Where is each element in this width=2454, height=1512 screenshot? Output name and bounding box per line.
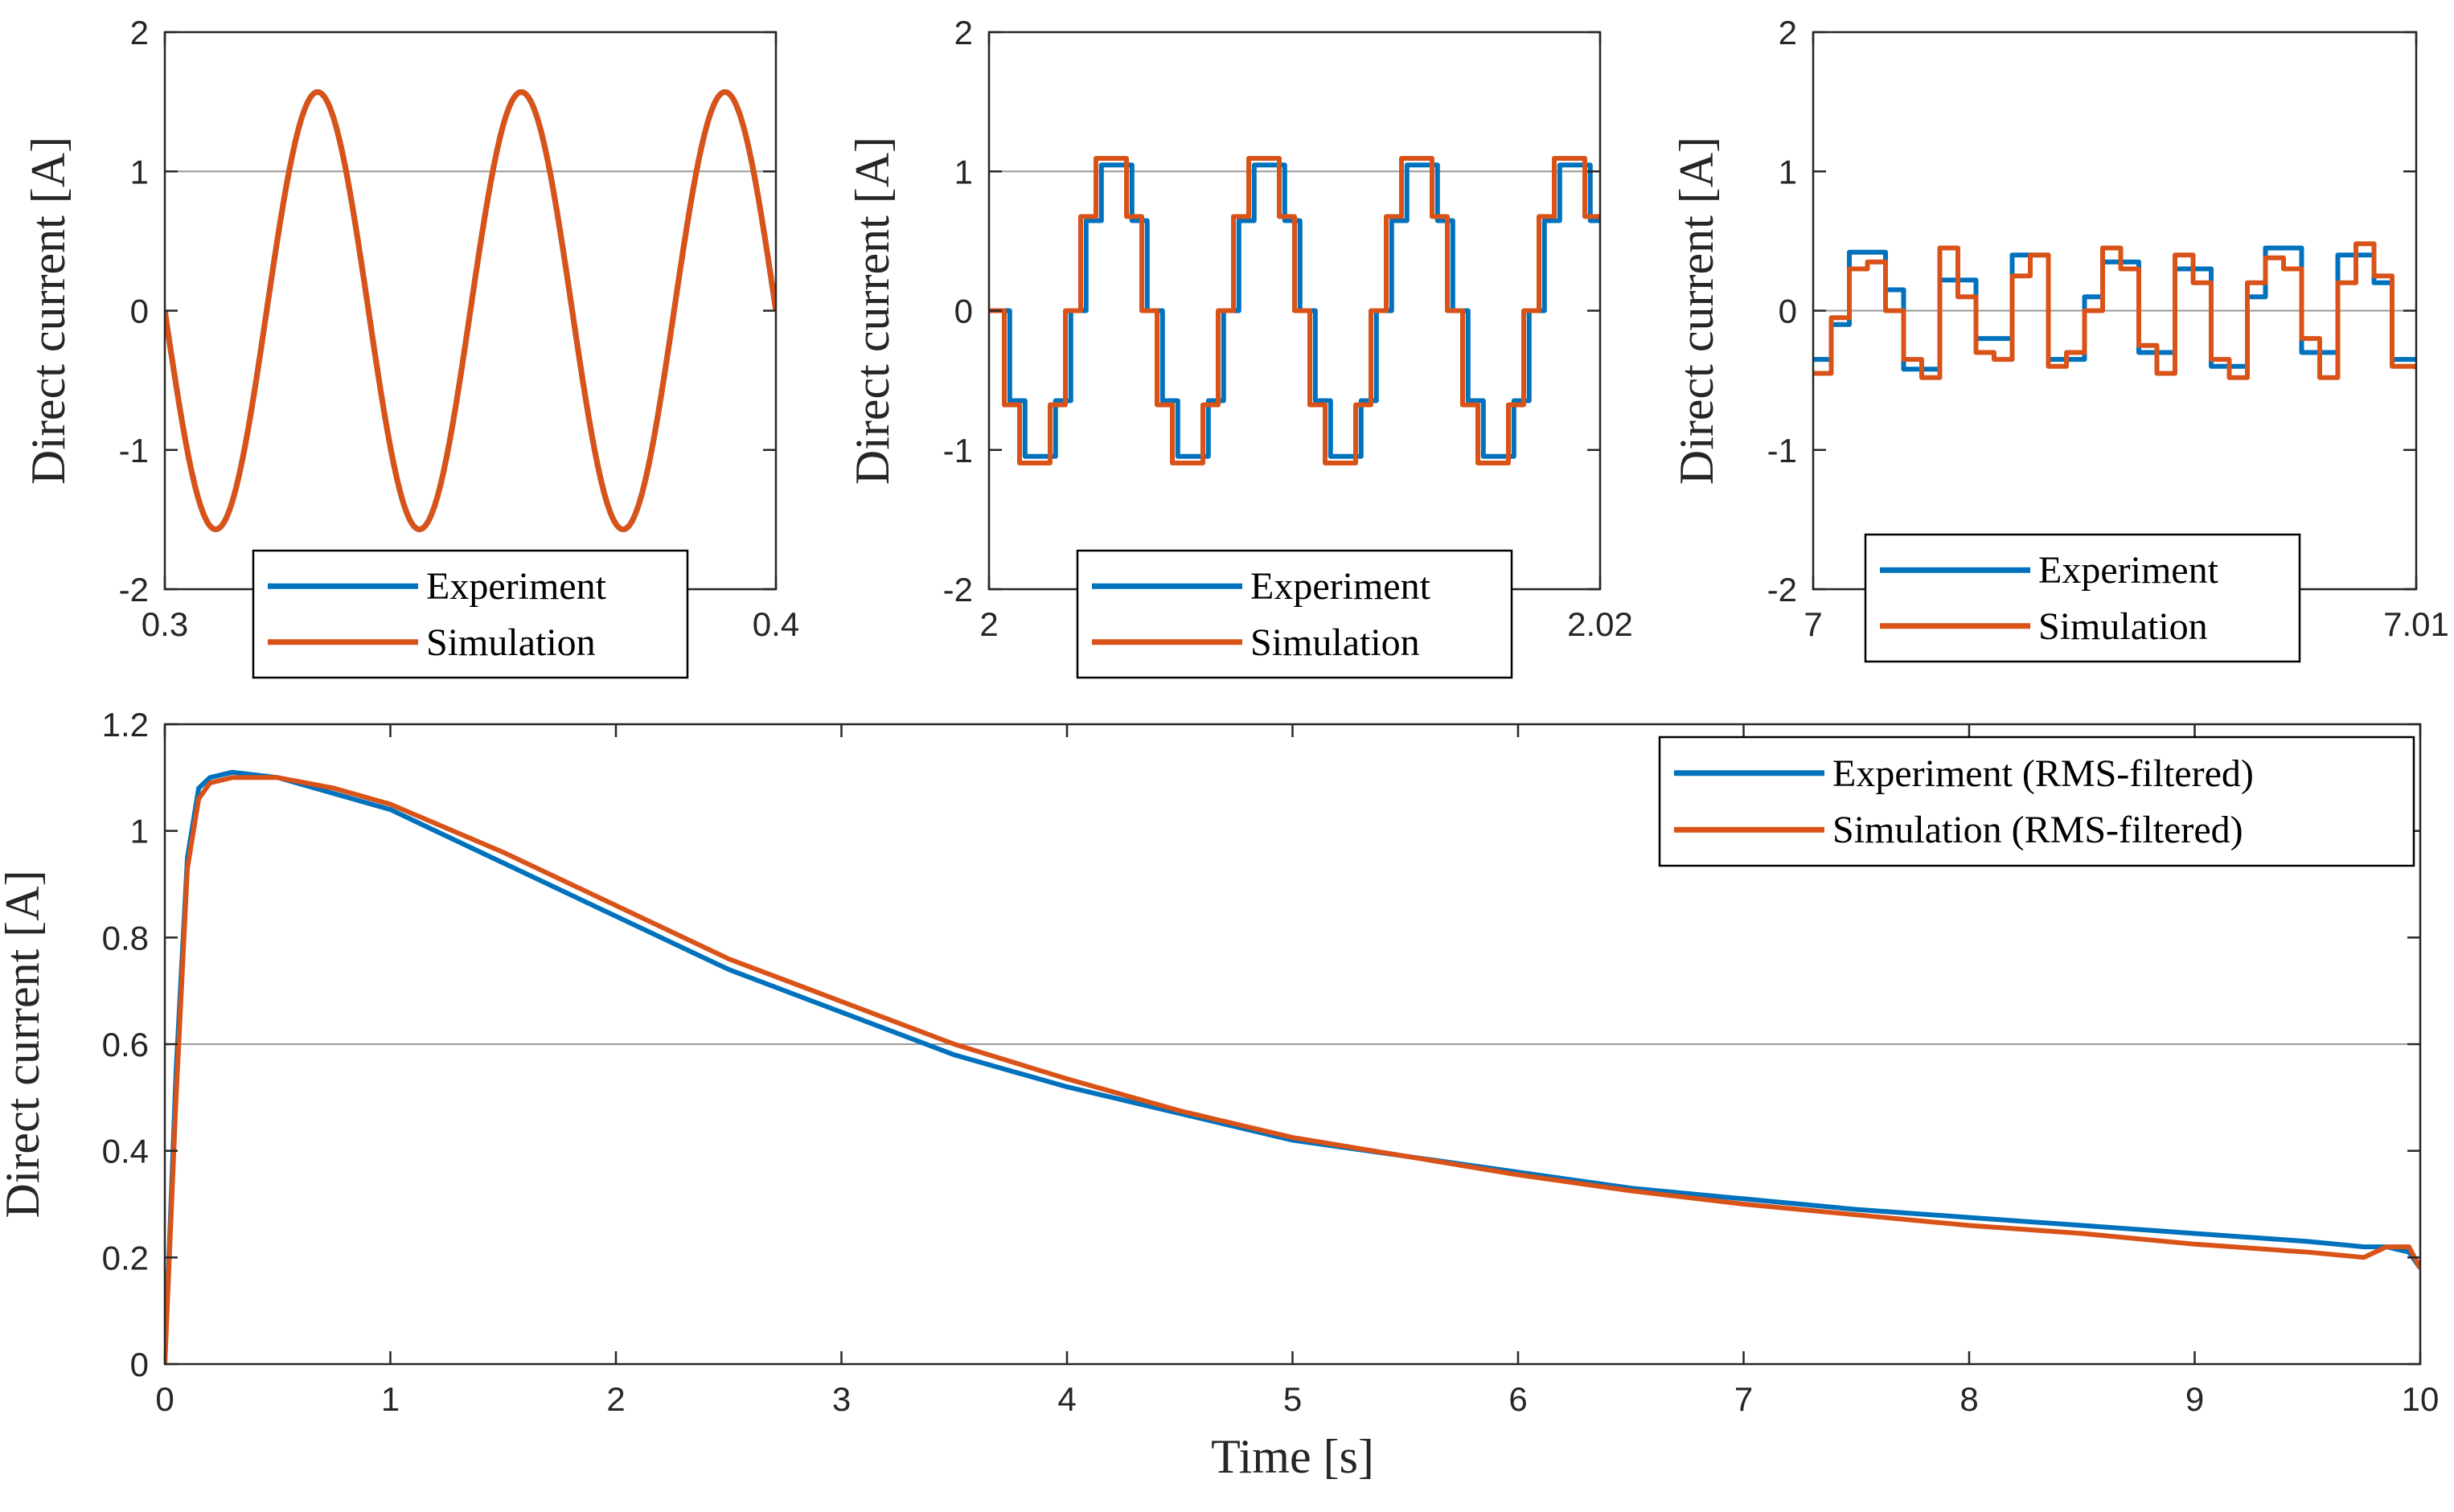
legend: Experiment (RMS-filtered) Simulation (RMS… (1658, 736, 2415, 867)
panel-top-left: 0.3 0.4 -2 -1 0 1 2 Direct current [A] Experimen… (22, 14, 799, 679)
y-tick-label: 0.8 (102, 919, 149, 957)
x-tick-label: 9 (2185, 1380, 2204, 1418)
legend-label: Simulation (1250, 621, 1420, 664)
legend-box (252, 549, 689, 679)
y-tick-label: 1 (130, 813, 149, 850)
y-axis-label: Direct current [A] (846, 137, 899, 485)
x-tick-label: 0.4 (753, 605, 799, 643)
y-tick-label: 1 (1779, 153, 1797, 191)
series-simulation-line (165, 775, 2420, 1364)
legend: Experiment Simulation (252, 549, 689, 679)
legend-box (1658, 736, 2415, 867)
x-tick-label: 10 (2402, 1380, 2440, 1418)
y-tick-label: -2 (943, 571, 973, 608)
panel-top-middle: 2 2.02 -2 -1 0 1 2 Direct current [A] Experiment… (846, 14, 1633, 679)
y-tick-label: -1 (943, 432, 973, 469)
legend-label: Simulation (RMS-filtered) (1832, 809, 2243, 851)
y-axis-label: Direct current [A] (1670, 137, 1723, 485)
x-tick-label: 3 (832, 1380, 851, 1418)
legend: Experiment Simulation (1076, 549, 1513, 679)
legend-label: Simulation (2038, 605, 2208, 648)
legend-box (1864, 533, 2301, 663)
x-tick-label: 5 (1283, 1380, 1302, 1418)
series-simulation-line (989, 156, 1600, 465)
x-tick-label: 7.01 (2383, 605, 2449, 643)
y-tick-label: 0.4 (102, 1133, 149, 1170)
y-tick-label: 2 (954, 14, 973, 51)
x-tick-label: 6 (1508, 1380, 1527, 1418)
x-tick-label: 0.3 (142, 605, 188, 643)
legend-label: Experiment (RMS-filtered) (1832, 752, 2254, 795)
y-tick-label: -2 (119, 571, 149, 608)
x-axis-label: Time [s] (1211, 1430, 1374, 1483)
y-tick-label: 1 (954, 153, 973, 191)
series-simulation-line (1813, 241, 2416, 380)
series-experiment-line (994, 162, 1600, 459)
panel-bottom: 0 1 2 3 4 5 6 7 8 9 10 0 0.2 0.4 0.6 0.8 1 1.2 Direct curr… (0, 706, 2439, 1483)
legend-box (1076, 549, 1513, 679)
legend-label: Experiment (426, 565, 607, 608)
panel-top-right: 7 7.01 -2 -1 0 1 2 Direct current [A] Experiment… (1670, 14, 2449, 663)
y-tick-label: 0.6 (102, 1026, 149, 1063)
y-tick-label: 0.2 (102, 1239, 149, 1276)
y-tick-label: 0 (130, 293, 149, 330)
legend-label: Experiment (2038, 549, 2219, 592)
y-tick-label: 0 (954, 293, 973, 330)
y-tick-label: -2 (1767, 571, 1797, 608)
x-tick-label: 2.02 (1567, 605, 1633, 643)
series-simulation-line (165, 89, 776, 532)
y-tick-label: 0 (1779, 293, 1797, 330)
y-tick-label: 2 (1779, 14, 1797, 51)
y-tick-label: 0 (130, 1346, 149, 1383)
y-tick-label: -1 (119, 432, 149, 469)
y-axis-label: Direct current [A] (0, 870, 49, 1218)
x-tick-label: 7 (1804, 605, 1822, 643)
y-axis-label: Direct current [A] (22, 137, 75, 485)
y-tick-label: 1.2 (102, 706, 149, 744)
x-tick-label: 2 (606, 1380, 625, 1418)
legend: Experiment Simulation (1864, 533, 2301, 663)
y-tick-label: 2 (130, 14, 149, 51)
legend-label: Simulation (426, 621, 596, 664)
x-tick-label: 4 (1057, 1380, 1076, 1418)
series-experiment-line (165, 769, 2420, 1364)
legend-label: Experiment (1250, 565, 1431, 608)
x-tick-label: 2 (979, 605, 998, 643)
x-tick-label: 0 (155, 1380, 174, 1418)
y-tick-label: 1 (130, 153, 149, 191)
y-tick-label: -1 (1767, 432, 1797, 469)
x-tick-label: 1 (381, 1380, 400, 1418)
x-tick-label: 7 (1734, 1380, 1753, 1418)
x-tick-label: 8 (1960, 1380, 1978, 1418)
